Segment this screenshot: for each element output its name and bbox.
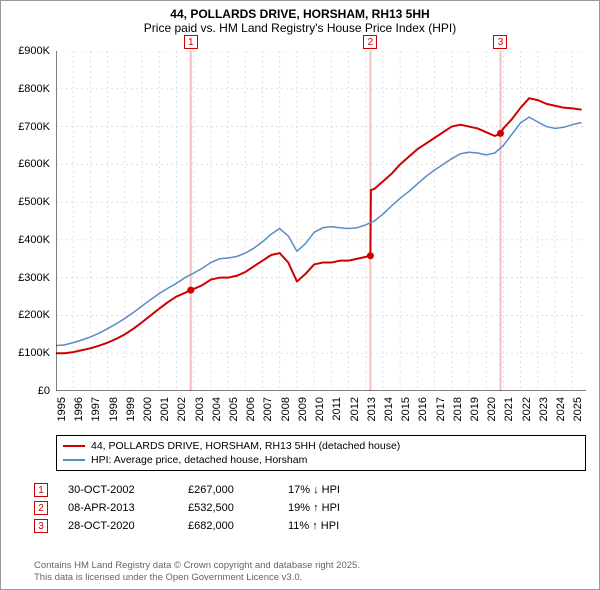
plot-svg [56,51,586,391]
event-row: 1 30-OCT-2002 £267,000 17% ↓ HPI [34,483,586,497]
event-change: 19% ↑ HPI [288,502,388,514]
ytick-label: £300K [18,272,50,284]
ytick-label: £200K [18,309,50,321]
ytick-label: £800K [18,83,50,95]
event-date: 08-APR-2013 [68,502,168,514]
ytick-label: £500K [18,196,50,208]
event-date: 30-OCT-2002 [68,484,168,496]
ytick-label: £700K [18,121,50,133]
legend-label: HPI: Average price, detached house, Hors… [91,454,307,466]
title-address: 44, POLLARDS DRIVE, HORSHAM, RH13 5HH [1,7,599,21]
event-marker-on-chart: 2 [363,35,377,49]
title-subtitle: Price paid vs. HM Land Registry's House … [1,21,599,35]
ytick-label: £0 [38,385,50,397]
event-marker-on-chart: 1 [184,35,198,49]
events-table: 1 30-OCT-2002 £267,000 17% ↓ HPI 2 08-APR-201… [34,479,586,537]
ytick-label: £600K [18,158,50,170]
title-block: 44, POLLARDS DRIVE, HORSHAM, RH13 5HH Pr… [1,1,599,37]
legend-row: HPI: Average price, detached house, Hors… [63,453,579,467]
ytick-label: £900K [18,45,50,57]
event-price: £532,500 [188,502,268,514]
event-marker: 1 [34,483,48,497]
legend-label: 44, POLLARDS DRIVE, HORSHAM, RH13 5HH (d… [91,440,400,452]
event-marker: 3 [34,519,48,533]
chart-container: 44, POLLARDS DRIVE, HORSHAM, RH13 5HH Pr… [0,0,600,590]
event-date: 28-OCT-2020 [68,520,168,532]
ytick-label: £100K [18,347,50,359]
attribution-line1: Contains HM Land Registry data © Crown c… [34,560,360,571]
attribution-line2: This data is licensed under the Open Gov… [34,572,360,583]
event-change: 11% ↑ HPI [288,520,388,532]
attribution: Contains HM Land Registry data © Crown c… [34,560,360,583]
ytick-label: £400K [18,234,50,246]
legend-row: 44, POLLARDS DRIVE, HORSHAM, RH13 5HH (d… [63,439,579,453]
event-price: £682,000 [188,520,268,532]
event-row: 3 28-OCT-2020 £682,000 11% ↑ HPI [34,519,586,533]
event-price: £267,000 [188,484,268,496]
event-marker: 2 [34,501,48,515]
event-row: 2 08-APR-2013 £532,500 19% ↑ HPI [34,501,586,515]
legend-swatch [63,459,85,461]
event-marker-on-chart: 3 [493,35,507,49]
legend-swatch [63,445,85,447]
event-change: 17% ↓ HPI [288,484,388,496]
chart-area: £0£100K£200K£300K£400K£500K£600K£700K£80… [56,51,586,391]
legend: 44, POLLARDS DRIVE, HORSHAM, RH13 5HH (d… [56,435,586,471]
